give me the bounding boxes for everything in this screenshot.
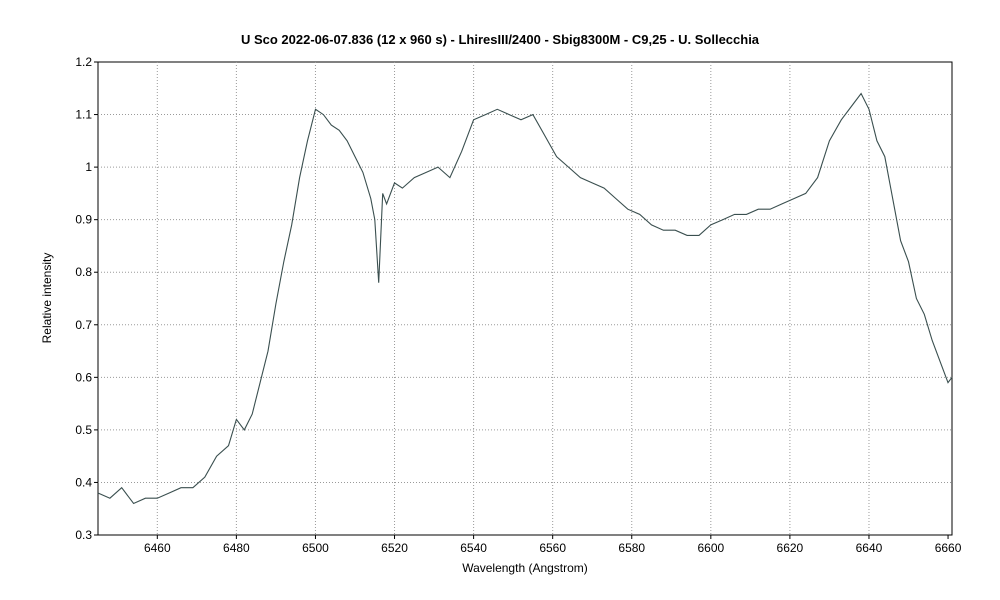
x-tick-label: 6500 xyxy=(302,541,329,555)
y-tick-label: 0.8 xyxy=(75,265,92,279)
y-tick-label: 0.5 xyxy=(75,423,92,437)
y-tick-label: 0.4 xyxy=(75,475,92,489)
x-tick-label: 6580 xyxy=(618,541,645,555)
x-tick-label: 6460 xyxy=(144,541,171,555)
y-axis-label: Relative intensity xyxy=(40,253,54,344)
y-tick-label: 1.2 xyxy=(75,55,92,69)
x-tick-label: 6520 xyxy=(381,541,408,555)
y-tick-label: 1.1 xyxy=(75,108,92,122)
x-tick-label: 6600 xyxy=(697,541,724,555)
y-tick-label: 1 xyxy=(85,160,92,174)
x-tick-label: 6640 xyxy=(856,541,883,555)
plot-frame xyxy=(97,61,953,536)
x-axis-ticks: 6460 6480 6500 6520 6540 6560 6580 6600 6620 6640… xyxy=(144,535,962,555)
x-tick-label: 6620 xyxy=(777,541,804,555)
x-tick-label: 6480 xyxy=(223,541,250,555)
y-axis-ticks: 0.3 0.4 0.5 0.6 0.7 0.8 0.9 1 1.1 1.2 xyxy=(75,55,98,542)
x-tick-label: 6660 xyxy=(935,541,962,555)
x-tick-label: 6540 xyxy=(460,541,487,555)
x-axis-label: Wavelength (Angstrom) xyxy=(462,561,588,575)
y-tick-label: 0.7 xyxy=(75,318,92,332)
x-tick-label: 6560 xyxy=(539,541,566,555)
y-tick-label: 0.3 xyxy=(75,528,92,542)
spectrum-line xyxy=(97,92,953,505)
grid-lines xyxy=(98,62,952,535)
y-tick-label: 0.9 xyxy=(75,213,92,227)
y-tick-label: 0.6 xyxy=(75,370,92,384)
chart-title: U Sco 2022-06-07.836 (12 x 960 s) - Lhir… xyxy=(241,32,760,47)
